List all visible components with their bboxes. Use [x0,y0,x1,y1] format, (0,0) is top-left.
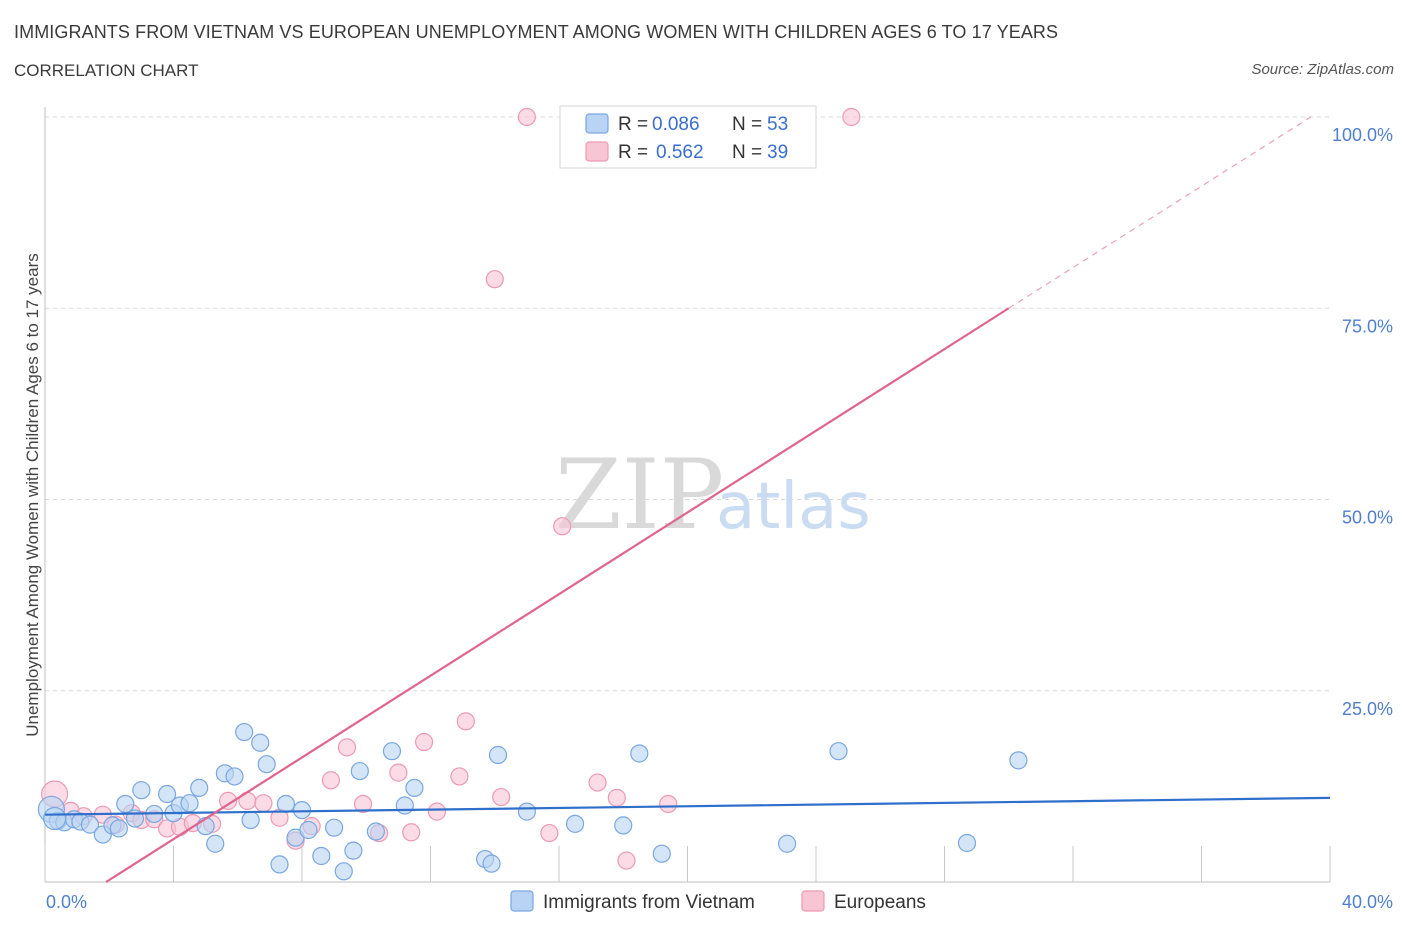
vietnam-point-30 [299,820,318,840]
series-legend: Immigrants from Vietnam Europeans [510,890,926,913]
legend-n-label-europe: N = [732,142,762,163]
vietnam-point-27 [276,794,296,814]
vietnam-point-13 [157,784,177,804]
vietnam-point-44 [565,814,585,833]
europe-point-25 [427,802,447,821]
vietnam-point-45 [614,816,633,835]
europe-point-28 [485,270,504,289]
vietnam-point-16 [180,794,199,813]
legend-label-europeans: Europeans [834,892,926,913]
vietnam-point-31 [312,846,331,866]
legend-swatch-europeans [801,890,825,912]
stats-legend: R = 0.086 N = 53 R = 0.562 N = 39 [559,105,817,169]
vietnam-point-5 [80,815,100,834]
vietnam-point-49 [829,742,848,761]
vietnam-point-46 [630,744,649,763]
vietnam-point-42 [488,745,508,765]
europe-point-34 [607,788,626,807]
legend-label-immigrants-from-vietnam: Immigrants from Vietnam [543,892,755,913]
vietnam-points [37,722,1028,881]
vietnam-point-41 [482,854,501,873]
vietnam-point-38 [395,796,414,815]
trend-lines [44,116,1331,883]
europe-point-35 [617,851,636,870]
x-tick-labels: 0.0% 40.0% [46,892,1393,912]
vietnam-point-25 [257,755,276,774]
vietnam-point-48 [777,834,797,853]
legend-n-label-vietnam: N = [732,114,762,135]
chart-title: IMMIGRANTS FROM VIETNAM VS EUROPEAN UNEM… [14,22,1059,42]
vietnam-point-33 [334,862,353,881]
chart-subtitle: CORRELATION CHART [14,61,199,80]
europe-point-12 [219,791,238,811]
vietnam-point-39 [405,778,424,798]
europe-point-33 [588,773,607,792]
legend-r-value-europe: 0.562 [656,142,704,163]
europe-point-32 [553,517,572,536]
legend-n-value-vietnam: 53 [767,114,788,135]
legend-r-value-vietnam: 0.086 [652,114,700,135]
vietnam-point-51 [1009,751,1028,770]
y-tick-label-3: 100.0% [1332,125,1393,145]
y-axis-label: Unemployment Among Women with Children A… [23,253,42,737]
europe-point-14 [254,794,273,813]
legend-r-label-europe: R = [618,142,648,163]
vietnam-point-26 [270,855,289,874]
legend-swatch-europe [585,141,609,162]
europe-trend-line [105,307,1010,883]
vietnam-point-50 [957,833,977,853]
legend-swatch-immigrants-from-vietnam [510,890,534,912]
vietnam-point-21 [225,767,244,786]
legend-r-label-vietnam: R = [618,114,648,135]
europe-point-31 [540,823,559,843]
europe-point-27 [456,712,475,731]
vietnam-point-37 [382,742,402,761]
watermark-zip: ZIP [555,439,724,551]
source-credit: Source: ZipAtlas.com [1251,61,1394,78]
vietnam-point-17 [190,778,209,798]
y-tick-label-1: 50.0% [1342,508,1393,528]
europe-point-36 [659,794,678,814]
vietnam-point-11 [132,781,151,800]
vietnam-point-22 [235,722,254,742]
europe-point-38 [842,107,861,127]
vietnam-point-36 [366,822,385,841]
europe-trend-extension [1008,116,1312,309]
legend-n-value-europe: 39 [767,142,788,163]
vietnam-point-23 [241,810,260,830]
europe-point-22 [389,763,408,782]
europe-point-29 [492,787,511,807]
vietnam-point-35 [350,761,369,781]
europe-point-19 [337,738,357,757]
vietnam-point-32 [325,818,344,837]
vietnam-point-8 [109,819,128,838]
europe-point-23 [402,823,421,842]
vietnam-point-18 [196,817,215,836]
vietnam-point-19 [206,834,225,853]
legend-swatch-vietnam [585,113,609,134]
grid-lines [45,116,1330,692]
x-tick-label-min: 0.0% [46,892,87,912]
europe-point-26 [450,767,469,786]
y-tick-label-2: 75.0% [1342,316,1393,336]
europe-point-20 [353,794,373,814]
x-tick-label-max: 40.0% [1342,892,1393,912]
europe-point-30 [517,107,536,127]
vietnam-point-47 [652,844,671,863]
vietnam-point-34 [344,841,363,860]
y-tick-label-0: 25.0% [1342,699,1393,719]
vietnam-point-43 [517,802,536,821]
europe-point-24 [414,732,434,752]
y-tick-labels: 25.0% 50.0% 75.0% 100.0% [1332,125,1393,719]
vietnam-point-29 [292,800,312,820]
vietnam-point-24 [251,733,270,752]
vietnam-trend-line [44,796,1331,816]
europe-point-18 [321,771,341,790]
watermark: ZIP atlas [555,439,871,551]
axes [44,107,1331,883]
vietnam-point-9 [116,794,135,814]
vietnam-point-52 [43,806,67,831]
watermark-atlas: atlas [716,470,871,544]
